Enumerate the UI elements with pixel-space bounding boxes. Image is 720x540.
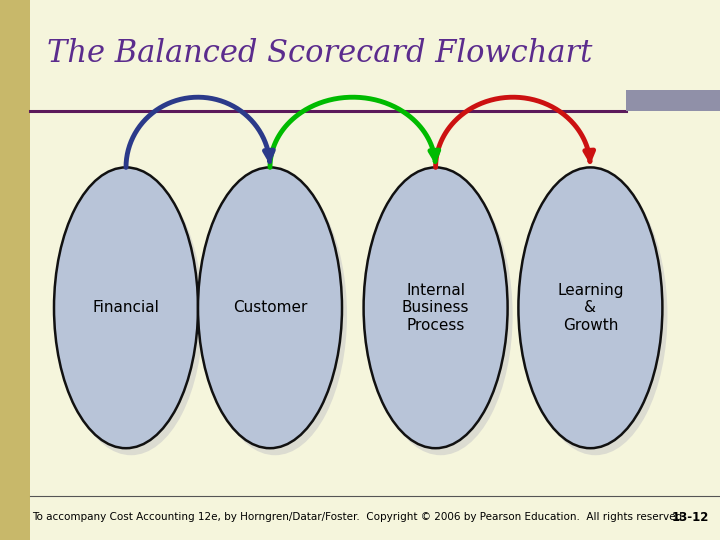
Text: To accompany Cost Accounting 12e, by Horngren/Datar/Foster.  Copyright © 2006 by: To accompany Cost Accounting 12e, by Hor…: [32, 512, 686, 522]
Ellipse shape: [203, 174, 347, 455]
Text: Customer: Customer: [233, 300, 307, 315]
Ellipse shape: [364, 167, 508, 448]
Text: The Balanced Scorecard Flowchart: The Balanced Scorecard Flowchart: [47, 38, 592, 69]
Bar: [0, 0, 30, 540]
Ellipse shape: [523, 174, 667, 455]
Ellipse shape: [198, 167, 342, 448]
Bar: [626, 90, 720, 111]
Ellipse shape: [369, 174, 513, 455]
Ellipse shape: [59, 174, 203, 455]
Text: 13-12: 13-12: [672, 511, 709, 524]
Ellipse shape: [54, 167, 198, 448]
Text: Learning
&
Growth: Learning & Growth: [557, 283, 624, 333]
Text: Financial: Financial: [93, 300, 159, 315]
Ellipse shape: [518, 167, 662, 448]
Text: Internal
Business
Process: Internal Business Process: [402, 283, 469, 333]
